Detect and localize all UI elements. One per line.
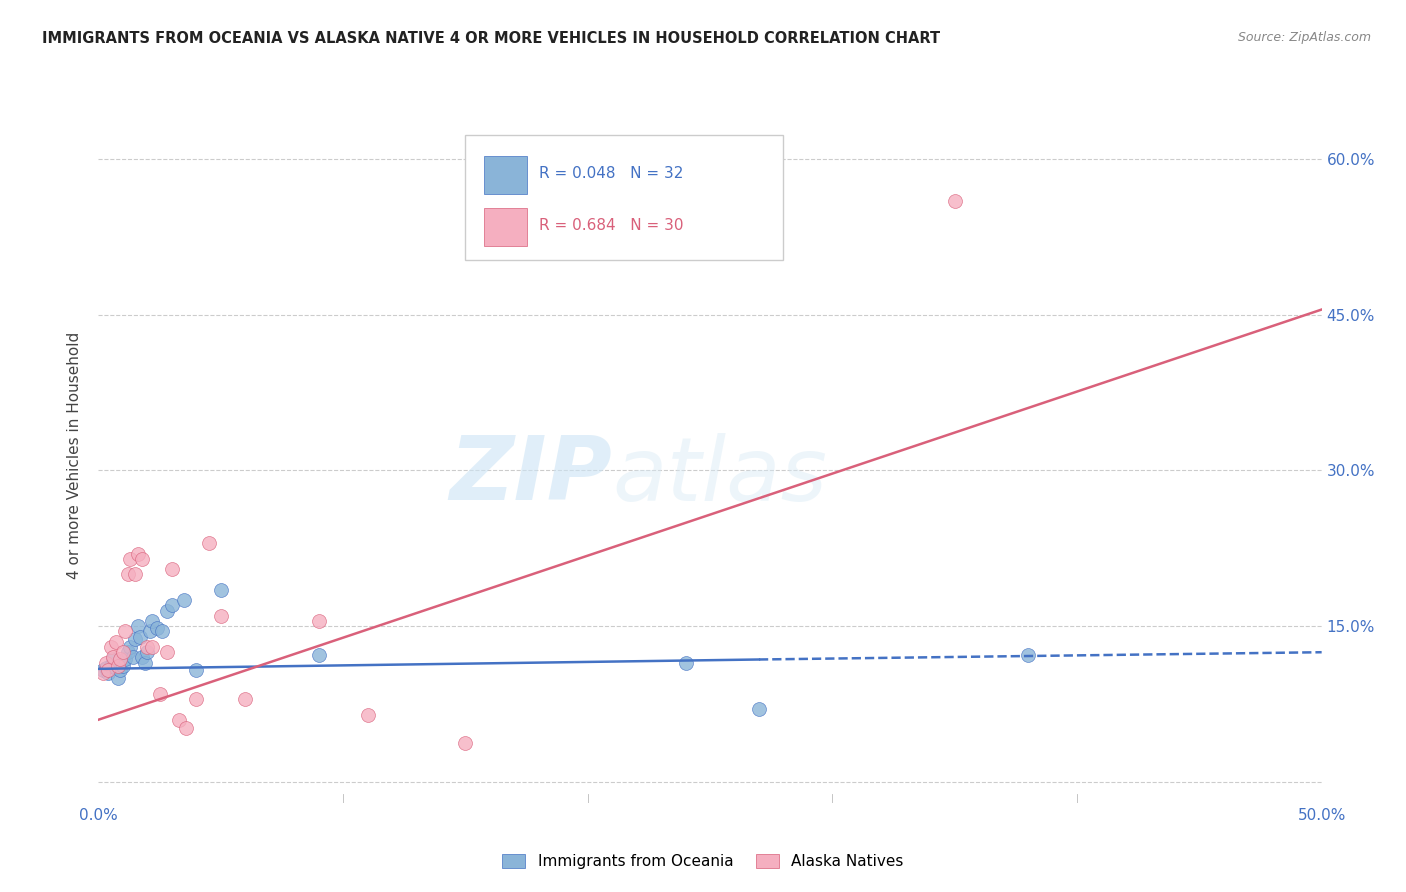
- Point: [308, 614, 330, 628]
- Point: [675, 656, 697, 670]
- Point: [107, 671, 129, 685]
- Point: [129, 630, 152, 644]
- Point: [127, 547, 149, 561]
- Point: [131, 650, 153, 665]
- Point: [94, 656, 117, 670]
- Text: Source: ZipAtlas.com: Source: ZipAtlas.com: [1237, 31, 1371, 45]
- Point: [97, 665, 120, 680]
- Text: IMMIGRANTS FROM OCEANIA VS ALASKA NATIVE 4 OR MORE VEHICLES IN HOUSEHOLD CORRELA: IMMIGRANTS FROM OCEANIA VS ALASKA NATIVE…: [42, 31, 941, 46]
- FancyBboxPatch shape: [484, 208, 526, 246]
- Point: [100, 640, 122, 654]
- Point: [454, 735, 477, 749]
- Point: [100, 658, 122, 673]
- Point: [134, 656, 156, 670]
- Point: [101, 652, 124, 666]
- Point: [111, 658, 134, 673]
- Point: [186, 663, 208, 677]
- Point: [186, 692, 208, 706]
- Legend: Immigrants from Oceania, Alaska Natives: Immigrants from Oceania, Alaska Natives: [496, 848, 910, 875]
- Point: [209, 582, 232, 597]
- Point: [97, 663, 120, 677]
- Text: R = 0.048   N = 32: R = 0.048 N = 32: [538, 166, 683, 181]
- Point: [176, 721, 198, 735]
- Point: [120, 551, 142, 566]
- Point: [308, 648, 330, 663]
- Point: [233, 692, 256, 706]
- Text: R = 0.684   N = 30: R = 0.684 N = 30: [538, 218, 683, 233]
- Point: [156, 645, 179, 659]
- Point: [139, 624, 162, 639]
- Point: [136, 640, 159, 654]
- Point: [114, 652, 136, 666]
- FancyBboxPatch shape: [484, 156, 526, 194]
- Point: [124, 567, 146, 582]
- Point: [131, 551, 153, 566]
- Point: [141, 640, 163, 654]
- Point: [107, 658, 129, 673]
- Point: [104, 661, 127, 675]
- Point: [114, 624, 136, 639]
- Point: [110, 652, 132, 666]
- Point: [150, 624, 173, 639]
- Point: [149, 687, 172, 701]
- Point: [146, 621, 169, 635]
- Point: [136, 645, 159, 659]
- Point: [94, 661, 117, 675]
- Point: [124, 632, 146, 646]
- Y-axis label: 4 or more Vehicles in Household: 4 or more Vehicles in Household: [67, 331, 83, 579]
- Point: [110, 663, 132, 677]
- Point: [167, 713, 190, 727]
- Point: [160, 599, 183, 613]
- Text: atlas: atlas: [612, 433, 827, 519]
- Point: [104, 635, 127, 649]
- Point: [91, 663, 114, 677]
- Point: [356, 707, 378, 722]
- Point: [91, 665, 114, 680]
- Point: [111, 645, 134, 659]
- Point: [173, 593, 195, 607]
- Point: [209, 608, 232, 623]
- Point: [1017, 648, 1039, 663]
- Point: [120, 640, 142, 654]
- Point: [748, 702, 770, 716]
- Text: ZIP: ZIP: [450, 433, 612, 519]
- Point: [117, 645, 139, 659]
- Point: [141, 614, 163, 628]
- Point: [127, 619, 149, 633]
- Point: [101, 650, 124, 665]
- Point: [160, 562, 183, 576]
- Point: [121, 650, 143, 665]
- Point: [197, 536, 219, 550]
- Point: [156, 604, 179, 618]
- FancyBboxPatch shape: [465, 135, 783, 260]
- Point: [117, 567, 139, 582]
- Point: [943, 194, 966, 208]
